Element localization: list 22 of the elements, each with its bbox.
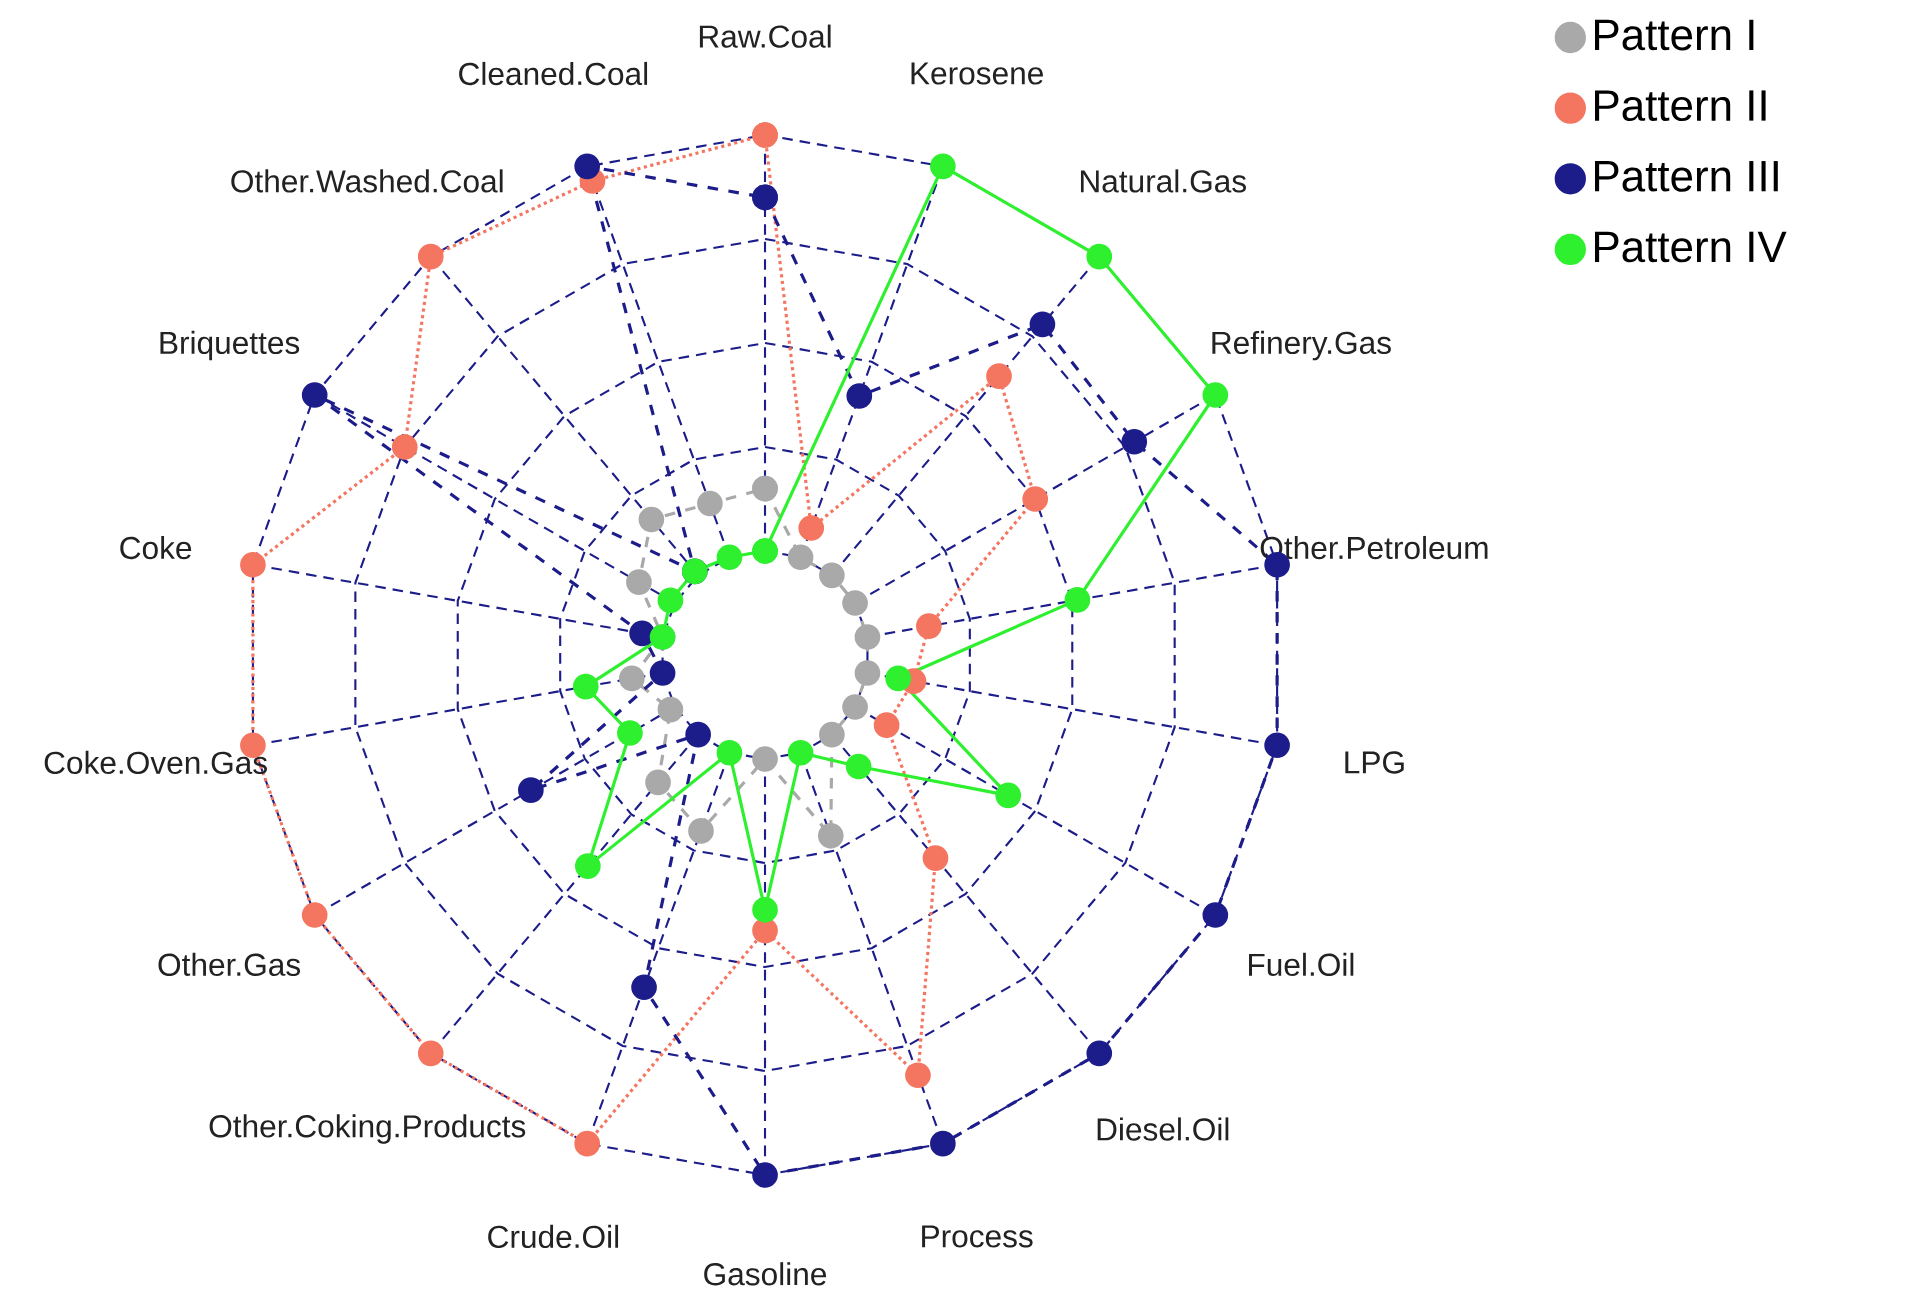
spoke-label: Other.Gas [158, 952, 301, 977]
spoke-label: Diesel.Oil [1097, 1117, 1229, 1141]
spoke-label: Kerosene [911, 62, 1043, 85]
spoke-label: Briquettes [160, 330, 300, 361]
spoke-label: Other.Washed.Coal [231, 169, 503, 193]
spoke-label: Natural.Gas [1080, 169, 1246, 193]
spoke-label: Refinery.Gas [1212, 330, 1391, 361]
spoke-label: Raw.Coal [699, 24, 831, 48]
legend-label: Pattern III [1594, 161, 1778, 192]
spoke-label: Gasoline [704, 1262, 827, 1286]
spoke-label: Coke [120, 535, 192, 560]
spoke-label: Process [922, 1225, 1033, 1248]
spoke-label: Other.Petroleum [1260, 535, 1488, 560]
legend-label: Pattern II [1594, 90, 1766, 122]
spoke-label: Cleaned.Coal [459, 61, 648, 86]
spoke-label: LPG [1345, 751, 1404, 774]
spoke-label: Crude.Oil [488, 1224, 619, 1249]
spoke-label: Coke.Oven.Gas [44, 750, 267, 775]
spoke-label: Other.Coking.Products [209, 1114, 526, 1144]
legend-label: Pattern I [1594, 19, 1754, 51]
legend-label: Pattern IV [1594, 231, 1787, 263]
spoke-label: Fuel.Oil [1249, 952, 1354, 977]
